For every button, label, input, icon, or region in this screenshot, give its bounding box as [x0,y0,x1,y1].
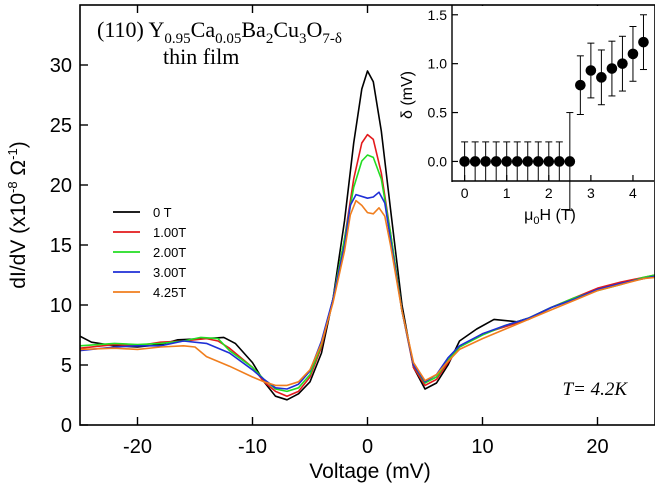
legend-label-4: 4.25T [153,285,186,300]
main-plot-series [80,70,655,401]
inset-point-5 [511,156,523,167]
inset-point-10 [564,156,576,167]
temperature-annotation: T= 4.2K [562,379,628,400]
inset-x-tick-label-1: 1 [503,185,511,201]
y-tick-label-3: 15 [50,235,72,257]
y-tick-label-5: 25 [50,115,72,137]
legend-label-2: 2.00T [153,245,186,260]
inset-point-0 [459,156,470,167]
x-tick-label-1: -10 [238,436,267,458]
inset-point-4 [501,156,513,167]
x-axis-label: Voltage (mV) [309,460,430,483]
inset-point-2 [480,156,491,167]
y-tick-label-4: 20 [50,175,72,197]
inset-y-tick-label-0: 0.0 [428,153,448,169]
inset-y-axis-label: δ (mV) [399,71,416,119]
inset-plot: 0 1 2 3 4 0.0 0.5 1.0 1.5 [428,7,654,211]
inset-point-12 [585,65,597,76]
inset-point-17 [638,36,649,48]
inset-point-7 [532,156,544,167]
inset-point-11 [575,79,586,91]
y-tick-label-0: 0 [61,415,72,437]
y-tick-label-1: 5 [61,355,72,377]
inset-point-1 [469,156,481,167]
inset-x-tick-label-0: 0 [461,185,469,201]
inset-x-tick-label-4: 4 [629,185,637,201]
y-axis-label: dI/dV (x10-8 Ω-1) [5,141,30,288]
inset-point-8 [543,156,555,167]
sample-title: (110) Y0.95Ca0.05Ba2Cu3O7-δ [97,17,342,47]
inset-point-3 [490,156,502,167]
sample-subtitle: thin film [163,44,239,69]
legend-label-1: 1.00T [153,225,186,240]
inset-point-15 [617,58,628,69]
y-tick-label-6: 30 [50,55,72,77]
inset-x-tick-label-3: 3 [587,185,595,201]
x-tick-label-0: -20 [123,436,152,458]
x-tick-label-2: 0 [362,436,373,458]
inset-background [452,6,654,181]
y-tick-label-2: 10 [50,295,72,317]
legend: 0 T 1.00T 2.00T 3.00T 4.25T [113,205,186,300]
inset-x-axis-label: μ0H (T) [524,207,576,227]
x-tick-label-3: 10 [471,436,493,458]
inset-y-tick-label-2: 1.0 [428,56,448,72]
series-line-3 [80,191,655,390]
inset-y-tick-label-3: 1.5 [428,7,448,23]
inset-point-9 [554,156,565,167]
series-line-4 [80,199,655,387]
inset-point-13 [596,72,607,83]
inset-x-tick-label-2: 2 [545,185,553,201]
legend-label-3: 3.00T [153,265,186,280]
inset-y-tick-label-1: 0.5 [428,105,448,121]
inset-point-6 [522,156,534,167]
inset-point-16 [627,48,639,60]
inset-point-14 [606,63,618,74]
legend-label-0: 0 T [153,205,172,220]
x-tick-label-4: 20 [586,436,608,458]
